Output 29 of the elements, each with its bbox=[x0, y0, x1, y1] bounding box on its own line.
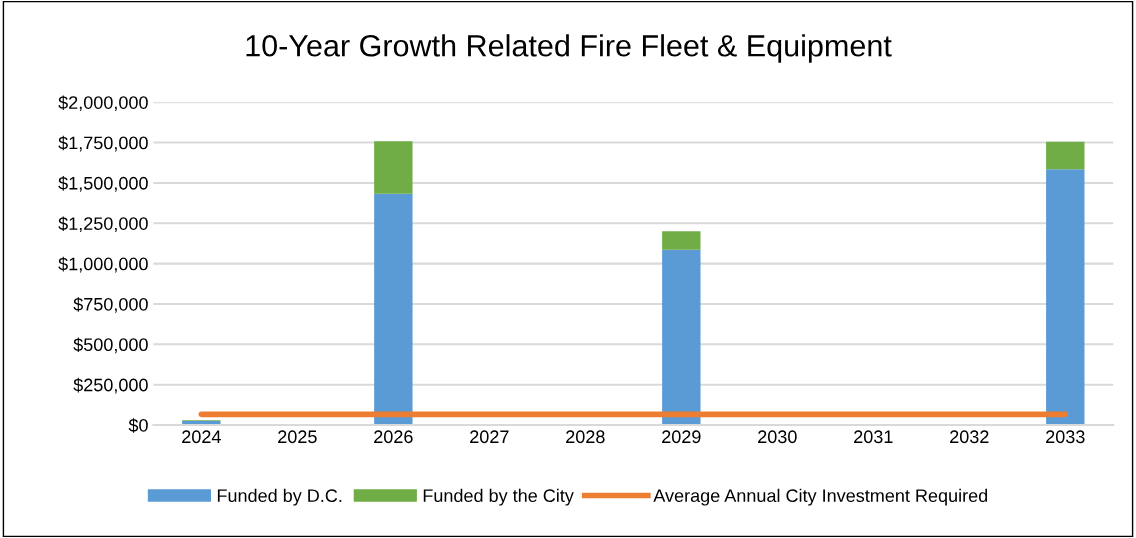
x-tick-label: 2033 bbox=[1046, 430, 1085, 444]
bar bbox=[662, 231, 701, 250]
y-tick-label: $500,000 bbox=[73, 337, 148, 354]
x-tick-label: 2027 bbox=[470, 430, 509, 444]
bar bbox=[662, 249, 701, 426]
x-tick-label: 2026 bbox=[374, 430, 413, 444]
x-tick-label: 2025 bbox=[278, 430, 317, 444]
legend-label: Funded by D.C. bbox=[217, 488, 342, 506]
y-tick-label: $1,250,000 bbox=[58, 216, 148, 233]
y-tick-label: $250,000 bbox=[73, 377, 148, 394]
x-tick-label: 2029 bbox=[662, 430, 701, 444]
y-tick-label: $750,000 bbox=[73, 297, 148, 313]
y-tick-label: $0 bbox=[128, 418, 148, 433]
x-tick-label: 2024 bbox=[182, 430, 221, 444]
bar bbox=[1046, 141, 1085, 170]
y-tick-label: $2,000,000 bbox=[58, 95, 148, 112]
y-tick-label: $1,500,000 bbox=[58, 176, 148, 192]
legend-label: Funded by the City bbox=[423, 488, 574, 506]
y-tick-label: $1,000,000 bbox=[58, 256, 148, 273]
chart-title: 10-Year Growth Related Fire Fleet & Equipment bbox=[246, 34, 892, 63]
x-tick-label: 2028 bbox=[566, 430, 605, 444]
x-tick-label: 2032 bbox=[950, 430, 989, 444]
bar bbox=[374, 141, 413, 194]
x-tick-label: 2030 bbox=[758, 430, 797, 444]
x-tick-label: 2031 bbox=[854, 430, 893, 444]
bar bbox=[374, 193, 413, 426]
legend-label: Average Annual City Investment Required bbox=[653, 488, 988, 506]
bar bbox=[1046, 169, 1085, 426]
y-tick-label: $1,750,000 bbox=[58, 135, 148, 152]
